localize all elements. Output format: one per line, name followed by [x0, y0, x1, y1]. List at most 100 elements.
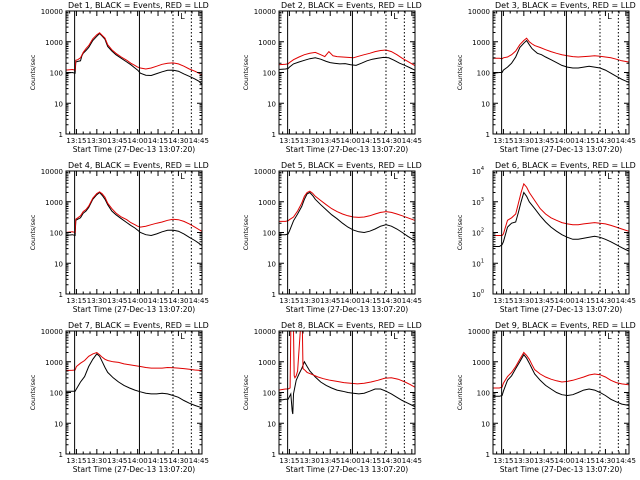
y-tick-label: 10: [267, 420, 276, 428]
panel-title: Det 6, BLACK = Events, RED = LLD: [495, 161, 636, 170]
panel-title: Det 9, BLACK = Events, RED = LLD: [495, 321, 636, 330]
x-tick-label: 13:30: [300, 297, 320, 305]
x-tick-label: 14:15: [361, 297, 381, 305]
x-tick-label: 14:15: [575, 457, 595, 465]
x-tick-label: 13:45: [534, 297, 554, 305]
x-tick-label: 14:45: [402, 137, 422, 145]
plot-frame: [65, 330, 203, 455]
x-tick-label: 14:00: [555, 297, 575, 305]
series-events-line: [65, 32, 202, 85]
marker-label: L: [180, 332, 185, 341]
y-tick-label: 10: [481, 420, 490, 428]
plot-frame: [492, 330, 630, 455]
x-tick-label: 13:15: [66, 297, 86, 305]
x-tick-label: 14:15: [148, 297, 168, 305]
y-tick-label: 10: [54, 260, 63, 268]
marker-label: L: [607, 172, 612, 181]
y-tick-label: 104: [472, 166, 484, 176]
y-tick-label: 1: [486, 131, 490, 139]
plot-frame: [492, 170, 630, 295]
x-tick-label: 14:00: [128, 137, 148, 145]
panel-title: Det 4, BLACK = Events, RED = LLD: [68, 161, 209, 170]
x-tick-label: 14:45: [189, 137, 209, 145]
x-axis-label: Start Time (27-Dec-13 13:07:20): [73, 465, 195, 474]
y-tick-label: 100: [50, 390, 63, 398]
y-tick-label: 100: [50, 70, 63, 78]
x-tick-label: 14:00: [341, 457, 361, 465]
series-events-line: [278, 360, 415, 415]
x-tick-label: 13:30: [87, 297, 107, 305]
marker-label: L: [180, 12, 185, 21]
y-tick-label: 1000: [258, 359, 276, 367]
y-tick-label: 100: [472, 289, 484, 299]
series-lld-line: [492, 37, 629, 63]
panel-det-2: L Det 2, BLACK = Events, RED = LLD 1 10 100 1…: [242, 1, 422, 154]
x-tick-label: 13:15: [493, 137, 513, 145]
x-tick-label: 14:30: [595, 137, 615, 145]
panel-title: Det 8, BLACK = Events, RED = LLD: [281, 321, 422, 330]
marker-label: L: [393, 12, 398, 21]
x-axis-label: Start Time (27-Dec-13 13:07:20): [286, 145, 408, 154]
y-tick-label: 10: [267, 260, 276, 268]
y-axis-label: Counts/sec: [456, 374, 464, 410]
series-lld-line: [278, 49, 415, 66]
series-lld-line: [492, 182, 629, 236]
panel-det-9: L Det 9, BLACK = Events, RED = LLD 1 10 100 1…: [456, 321, 636, 474]
x-tick-label: 13:45: [320, 457, 340, 465]
panel-title: Det 2, BLACK = Events, RED = LLD: [281, 1, 422, 10]
x-tick-label: 14:30: [595, 457, 615, 465]
panel-det-3: L Det 3, BLACK = Events, RED = LLD 1 10 100 1…: [456, 1, 636, 154]
y-tick-label: 10000: [41, 8, 63, 16]
y-tick-label: 103: [472, 197, 484, 207]
x-axis-label: Start Time (27-Dec-13 13:07:20): [73, 305, 195, 314]
x-tick-label: 13:15: [279, 457, 299, 465]
y-tick-label: 10000: [41, 168, 63, 176]
y-tick-label: 100: [477, 70, 490, 78]
x-tick-label: 14:00: [555, 137, 575, 145]
x-tick-label: 13:15: [493, 457, 513, 465]
x-tick-label: 14:30: [168, 137, 188, 145]
y-tick-label: 1: [272, 291, 276, 299]
x-tick-label: 13:45: [320, 297, 340, 305]
y-axis-label: Counts/sec: [242, 54, 250, 90]
marker-label: L: [393, 332, 398, 341]
y-tick-label: 1000: [45, 359, 63, 367]
x-tick-label: 14:45: [402, 297, 422, 305]
y-tick-label: 1000: [258, 39, 276, 47]
y-tick-label: 1000: [472, 39, 490, 47]
x-tick-label: 14:00: [555, 457, 575, 465]
x-tick-label: 13:30: [87, 457, 107, 465]
x-tick-label: 13:45: [107, 457, 127, 465]
y-tick-label: 10000: [254, 8, 276, 16]
y-axis-label: Counts/sec: [242, 214, 250, 250]
x-tick-label: 14:30: [381, 137, 401, 145]
x-tick-label: 14:45: [402, 457, 422, 465]
x-axis-label: Start Time (27-Dec-13 13:07:20): [500, 305, 622, 314]
y-tick-label: 10: [267, 100, 276, 108]
panel-title: Det 5, BLACK = Events, RED = LLD: [281, 161, 422, 170]
y-tick-label: 1: [272, 451, 276, 459]
y-tick-label: 100: [477, 390, 490, 398]
x-tick-label: 13:30: [514, 137, 534, 145]
y-tick-label: 100: [263, 70, 276, 78]
x-tick-label: 14:45: [616, 137, 636, 145]
x-tick-label: 13:30: [300, 457, 320, 465]
series-lld-line: [492, 351, 629, 389]
y-axis-label: Counts/sec: [456, 214, 464, 250]
x-tick-label: 14:30: [595, 297, 615, 305]
plot-frame: [278, 10, 416, 135]
marker-label: L: [180, 172, 185, 181]
y-tick-label: 10: [481, 100, 490, 108]
series-events-line: [492, 191, 629, 252]
y-tick-label: 102: [472, 228, 484, 238]
y-tick-label: 10: [54, 420, 63, 428]
series-lld-line: [65, 32, 202, 76]
panel-det-1: L Det 1, BLACK = Events, RED = LLD 1 10 100 1…: [29, 1, 209, 154]
x-axis-label: Start Time (27-Dec-13 13:07:20): [286, 465, 408, 474]
y-axis-label: Counts/sec: [29, 374, 37, 410]
y-tick-label: 1000: [45, 39, 63, 47]
x-tick-label: 14:00: [341, 137, 361, 145]
y-tick-label: 1000: [45, 199, 63, 207]
x-tick-label: 13:30: [514, 457, 534, 465]
